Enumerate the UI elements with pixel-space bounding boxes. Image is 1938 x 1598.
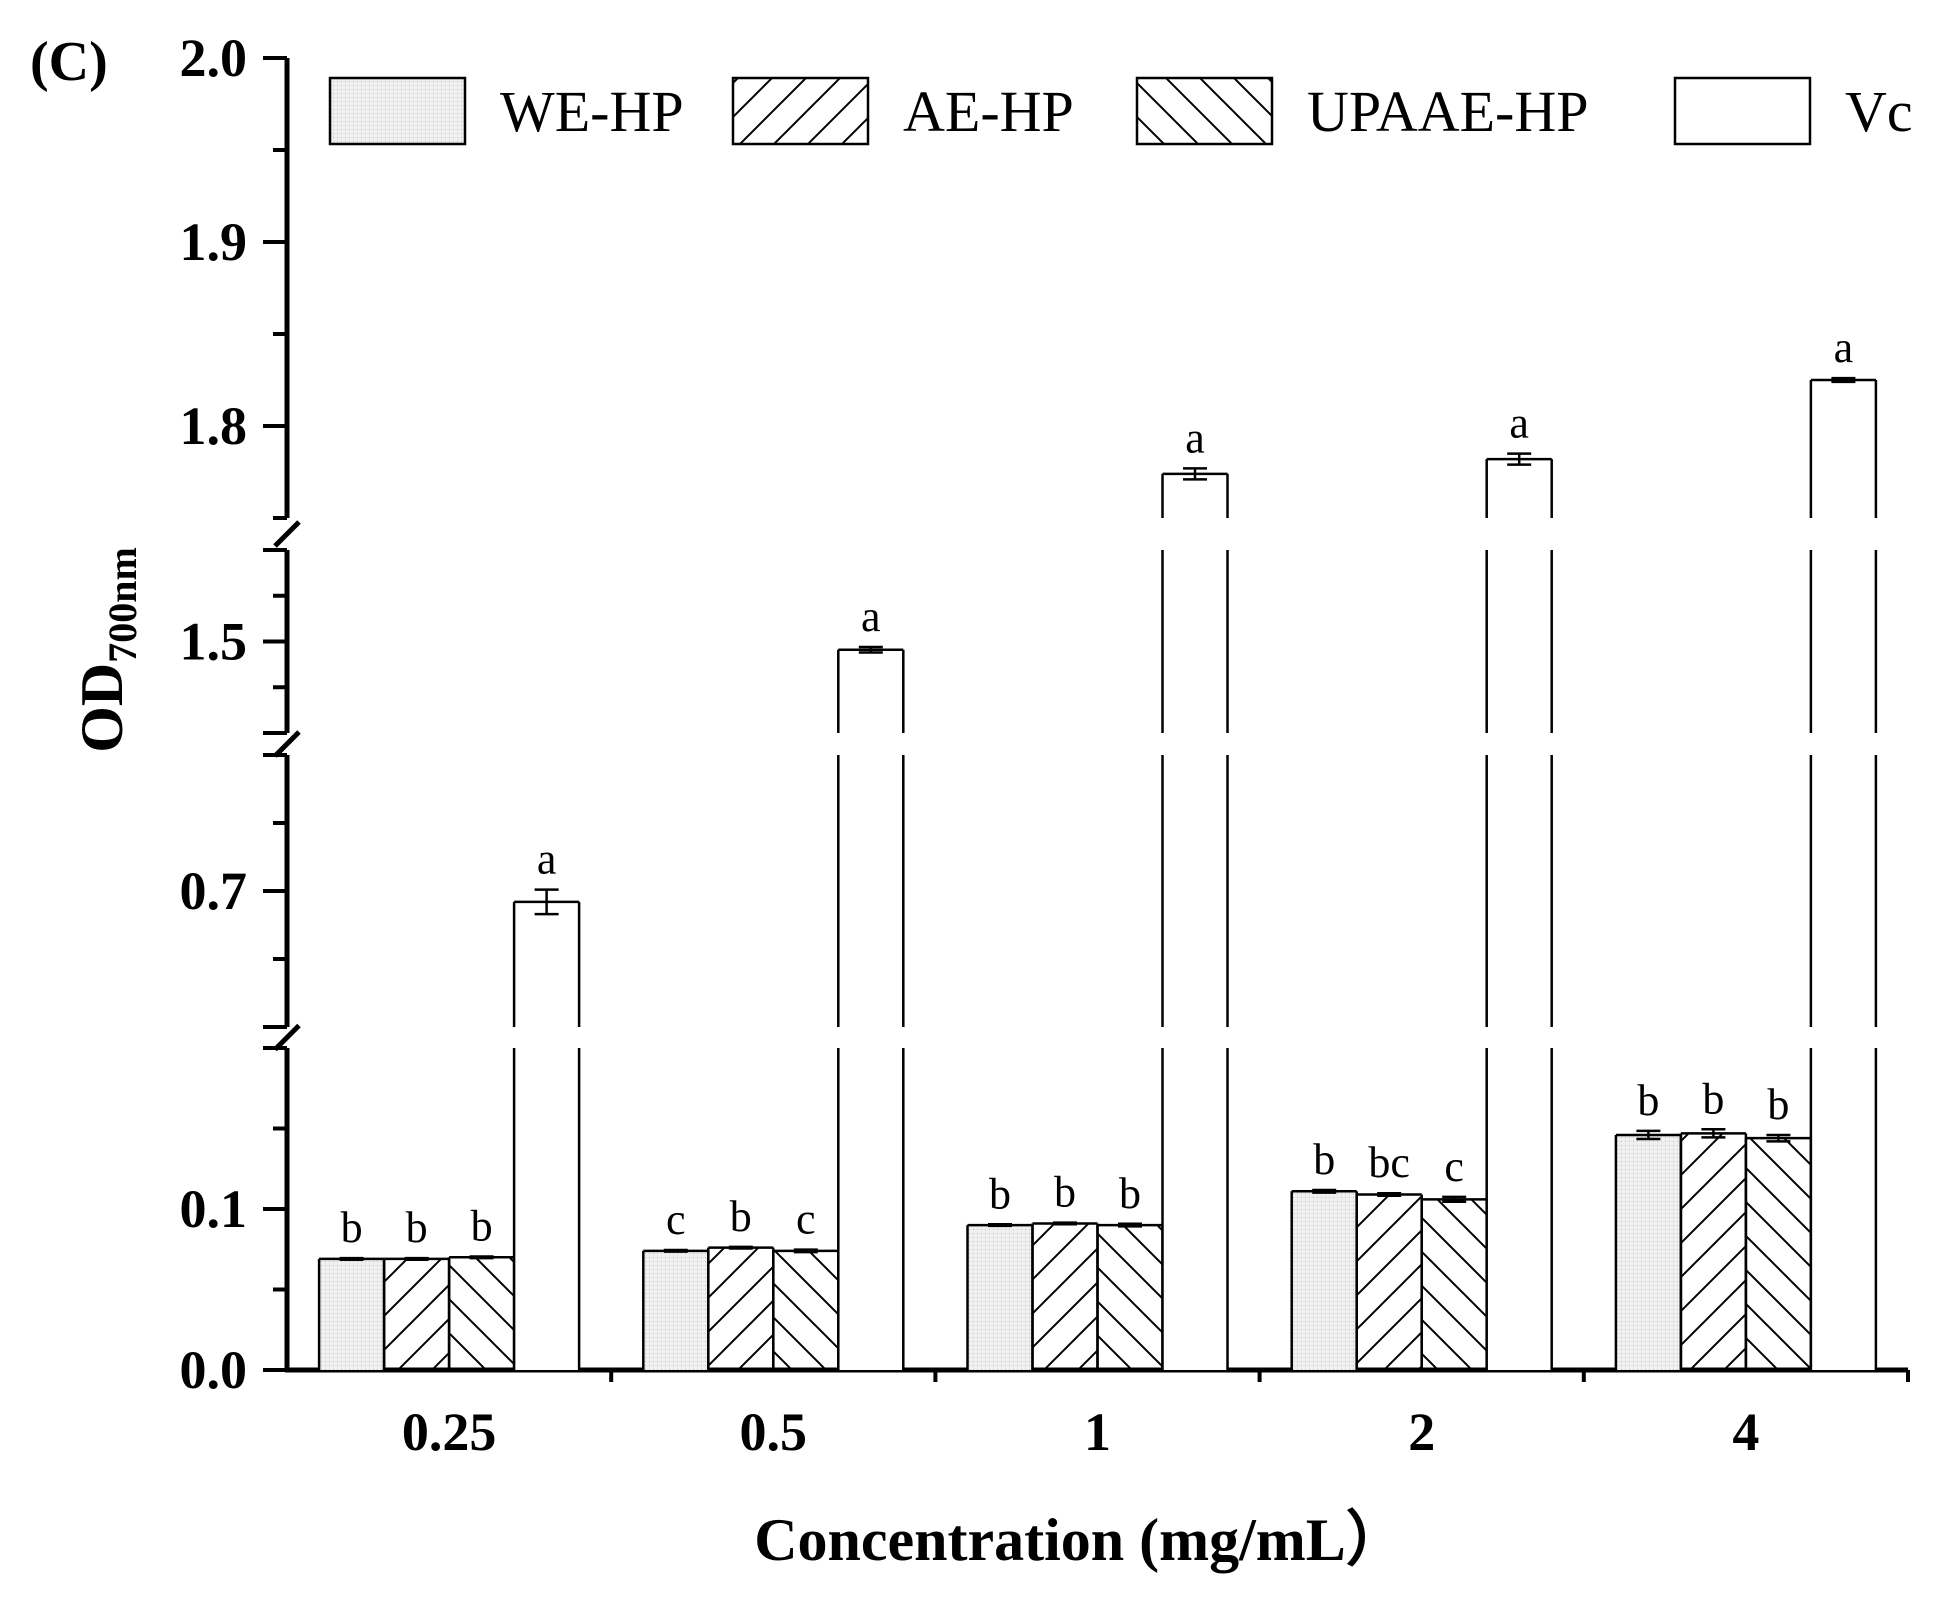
legend-swatch (731, 76, 870, 146)
y-axis-title-main: OD (69, 663, 135, 753)
bar-fill (643, 1250, 709, 1370)
legend-item: AE-HP (731, 76, 1074, 146)
x-tick-label: 0.5 (740, 1402, 808, 1462)
bar-fill (1486, 550, 1552, 733)
bar-fill (773, 1250, 839, 1370)
bar-fill (384, 1258, 450, 1370)
y-axis-break-mark (273, 520, 301, 548)
significance-letter: a (1834, 323, 1854, 372)
significance-letter: b (1119, 1169, 1141, 1218)
legend: WE-HP AE-HP UPAAE-HP Vc (328, 76, 1913, 146)
bar-fill (1162, 473, 1228, 518)
y-tick-label: 1.8 (180, 396, 248, 456)
significance-letter: bc (1368, 1138, 1410, 1187)
bar-fill (1032, 1223, 1098, 1370)
significance-letter: c (1444, 1142, 1464, 1191)
significance-letter: a (861, 592, 881, 641)
y-axis-title: OD700nm (69, 547, 145, 753)
bars: b b bac b cab b bab bc cab b ba (317, 323, 1878, 1370)
bar-fill (708, 1247, 774, 1370)
significance-letter: a (1185, 413, 1205, 462)
y-tick-label: 1.5 (180, 612, 248, 672)
bar-fill (1486, 459, 1552, 518)
bar-fill (1291, 1191, 1357, 1370)
significance-letter: b (1054, 1168, 1076, 1217)
x-tick-label: 1 (1084, 1402, 1111, 1462)
legend-swatch (1673, 76, 1812, 146)
legend-item: Vc (1673, 76, 1913, 146)
x-tick-label: 0.25 (402, 1402, 497, 1462)
significance-letter: c (796, 1195, 816, 1244)
legend-label: AE-HP (903, 79, 1074, 144)
significance-letter: a (1509, 399, 1529, 448)
y-tick-label: 0.7 (180, 861, 248, 921)
bar-fill (1810, 755, 1876, 1027)
bar-fill (319, 1258, 385, 1370)
bar-fill (1162, 1048, 1228, 1370)
y-tick-label: 2.0 (180, 28, 248, 88)
legend-label: WE-HP (500, 79, 684, 144)
bar-fill (1745, 1138, 1811, 1370)
bar-fill (1810, 380, 1876, 518)
panel-label: (C) (30, 31, 108, 93)
bar-fill (1162, 550, 1228, 733)
significance-letter: a (537, 835, 557, 884)
bar-fill (1356, 1194, 1422, 1370)
bar-fill (1810, 550, 1876, 733)
bar-fill (514, 901, 580, 1027)
x-axis-title: Concentration (mg/mL） (754, 1506, 1406, 1573)
legend-item: WE-HP (328, 76, 684, 146)
legend-swatch (328, 76, 467, 146)
y-axis-break-mark (273, 1023, 301, 1052)
y-tick-label: 0.0 (180, 1340, 248, 1400)
bar-fill (838, 649, 904, 733)
legend-label: Vc (1845, 79, 1913, 144)
bar-fill (838, 1048, 904, 1370)
legend-swatch (1135, 76, 1274, 146)
significance-letter: b (341, 1203, 363, 1252)
x-tick-label: 2 (1408, 1402, 1435, 1462)
bar-fill (1486, 755, 1552, 1027)
bar-fill (1615, 1134, 1681, 1370)
bar-fill (1162, 755, 1228, 1027)
bar-fill (1421, 1199, 1487, 1370)
significance-letter: b (1767, 1080, 1789, 1129)
y-axis-break-mark (273, 730, 301, 758)
x-tick-label: 4 (1732, 1402, 1759, 1462)
y-tick-label: 1.9 (180, 212, 248, 272)
bar-fill (1097, 1225, 1163, 1370)
bar-fill (838, 755, 904, 1027)
bar-fill (967, 1225, 1033, 1370)
significance-letter: b (1313, 1135, 1335, 1184)
significance-letter: b (1637, 1076, 1659, 1125)
bar-fill (1680, 1133, 1746, 1370)
bar-fill (514, 1048, 580, 1370)
significance-letter: b (1702, 1074, 1724, 1123)
y-axis-title-subscript: 700nm (100, 547, 145, 663)
y-tick-label: 0.1 (180, 1179, 248, 1239)
significance-letter: b (989, 1169, 1011, 1218)
significance-letter: b (471, 1201, 493, 1250)
legend-item: UPAAE-HP (1135, 76, 1588, 146)
legend-label: UPAAE-HP (1307, 79, 1588, 144)
significance-letter: b (406, 1203, 428, 1252)
bar-fill (449, 1257, 515, 1370)
bar-fill (1810, 1048, 1876, 1370)
significance-letter: c (666, 1195, 686, 1244)
bar-fill (1486, 1048, 1552, 1370)
significance-letter: b (730, 1192, 752, 1241)
